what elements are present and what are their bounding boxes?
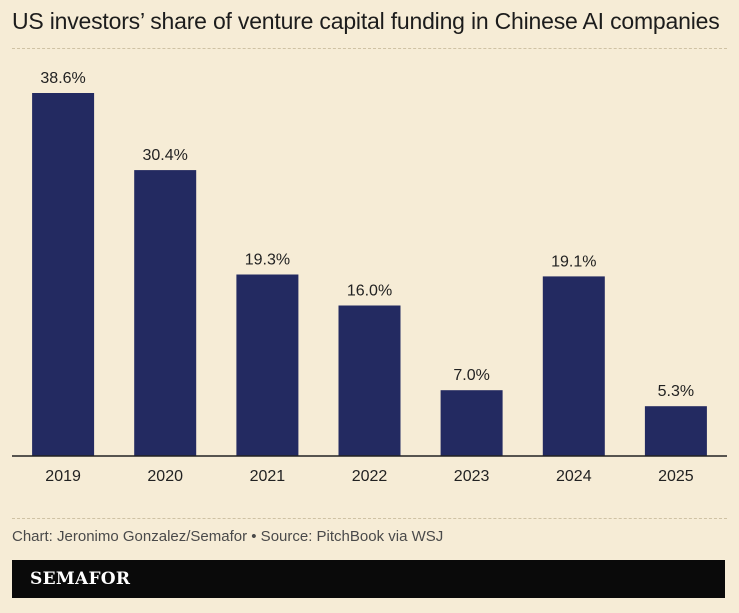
footer-divider: [12, 518, 727, 519]
value-label-2025: 5.3%: [658, 383, 694, 400]
x-tick-label-2020: 2020: [147, 468, 183, 485]
x-tick-label-2022: 2022: [352, 468, 388, 485]
value-label-2019: 38.6%: [40, 70, 85, 87]
semafor-logo: SEMAFOR: [30, 569, 131, 589]
bar-2019: [32, 93, 95, 456]
value-label-2023: 7.0%: [453, 367, 489, 384]
chart-title: US investors’ share of venture capital f…: [12, 8, 720, 34]
bar-2025: [644, 406, 707, 456]
brand-bar: SEMAFOR: [12, 560, 725, 598]
bar-2021: [236, 274, 299, 456]
bars-group: [32, 93, 707, 456]
x-tick-label-2019: 2019: [45, 468, 81, 485]
value-label-2020: 30.4%: [143, 147, 188, 164]
x-tick-label-2021: 2021: [250, 468, 286, 485]
value-labels-group: 38.6% 30.4% 19.3% 16.0% 7.0% 19.1% 5.3%: [40, 70, 694, 400]
bar-2023: [440, 390, 503, 456]
x-tick-label-2023: 2023: [454, 468, 490, 485]
bar-chart: 38.6%30.4%19.3%16.0%7.0%19.1%5.3% 2019 20…: [12, 70, 727, 485]
title-divider: [12, 48, 727, 49]
x-tick-label-2024: 2024: [556, 468, 592, 485]
value-label-2021: 19.3%: [245, 252, 290, 269]
bar-2020: [134, 170, 197, 456]
value-label-2022: 16.0%: [347, 283, 392, 300]
bar-2024: [542, 276, 605, 456]
x-tick-labels-group: 2019 2020 2021 2022 2023 2024 2025: [45, 468, 693, 485]
bar-2022: [338, 305, 401, 456]
x-tick-label-2025: 2025: [658, 468, 694, 485]
value-label-2024: 19.1%: [551, 253, 596, 270]
chart-credit: Chart: Jeronimo Gonzalez/Semafor • Sourc…: [12, 528, 444, 545]
